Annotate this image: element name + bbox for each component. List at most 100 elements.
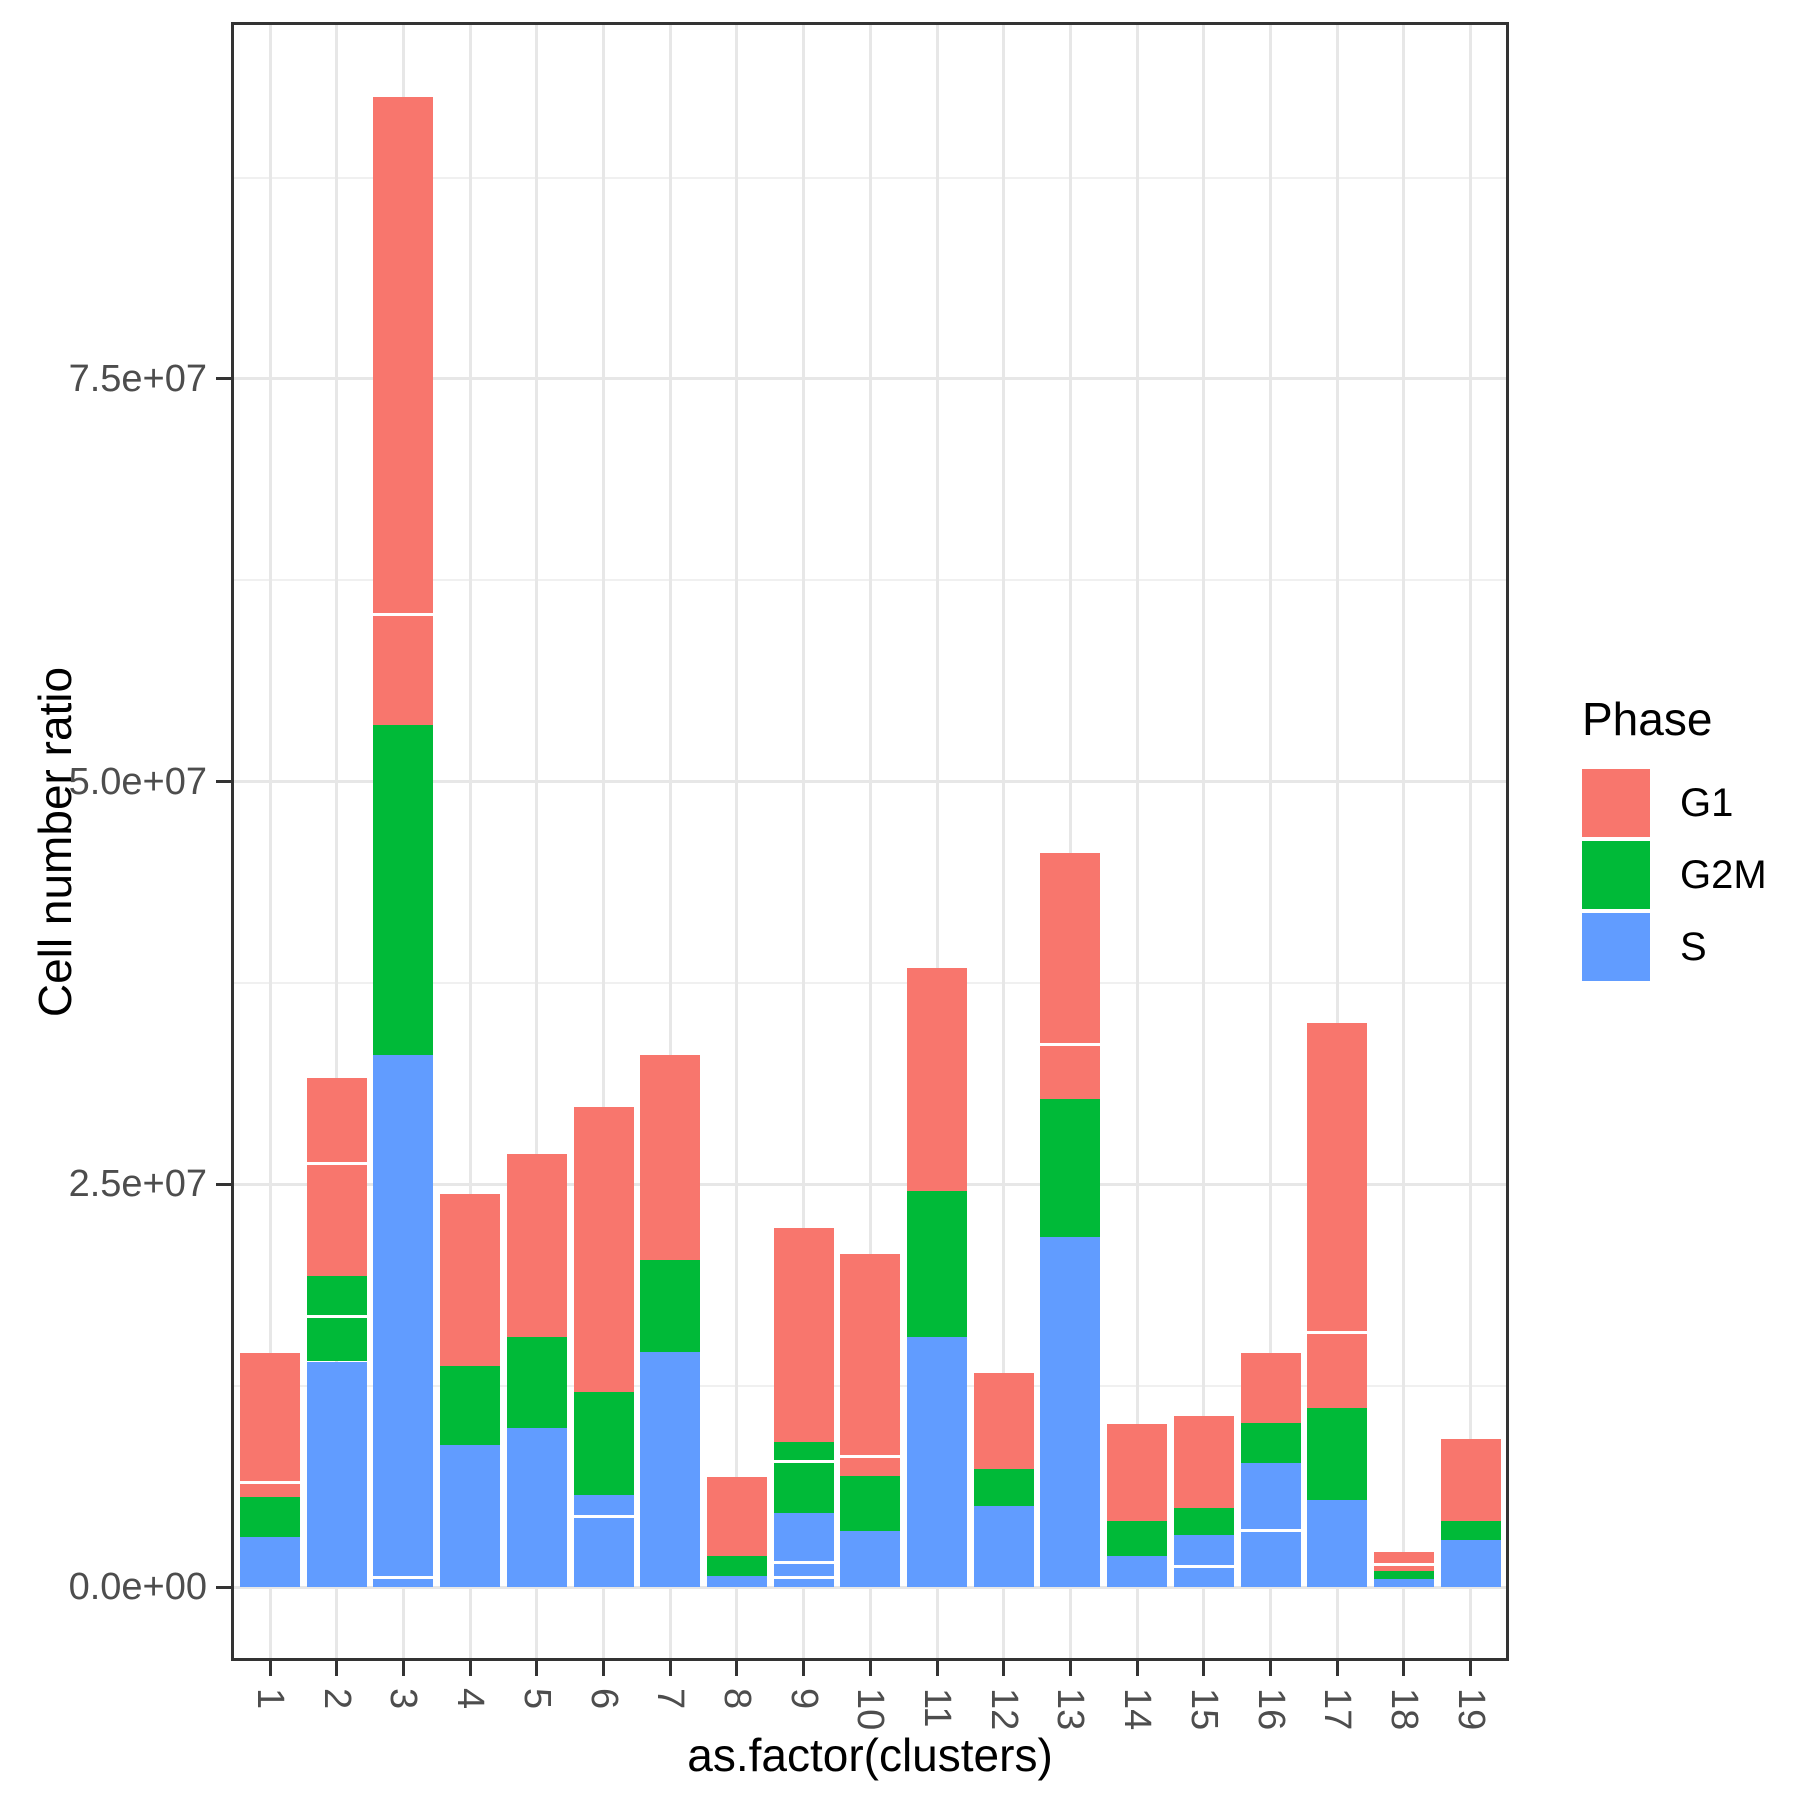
y-axis-title: Cell number ratio <box>29 666 81 1017</box>
gridline-major-x <box>668 22 672 1661</box>
bar-segment-s <box>1107 1556 1168 1587</box>
bar-subsegment-separator <box>240 1480 300 1484</box>
gridline-major-x <box>735 22 739 1661</box>
gridline-major-x <box>1269 22 1272 1661</box>
gridline-major-x <box>1335 22 1339 1661</box>
legend-key-s <box>1582 913 1650 981</box>
x-tick-mark <box>1068 1661 1072 1676</box>
x-tick-mark <box>802 1661 806 1676</box>
bar-segment-g2m <box>773 1461 834 1513</box>
bar-segment-s <box>1173 1535 1234 1567</box>
bar-segment-g1 <box>1373 1551 1434 1565</box>
y-tick-label: 2.5e+07 <box>68 1163 207 1206</box>
legend-label-g2m: G2M <box>1680 853 1767 897</box>
x-tick-mark <box>1202 1661 1206 1676</box>
bar-subsegment-separator <box>1173 1564 1234 1568</box>
bar-subsegment-separator <box>773 1575 834 1579</box>
x-tick-mark <box>1135 1661 1139 1676</box>
bar-segment-g2m <box>373 725 434 1056</box>
bar-segment-g1 <box>640 1055 701 1261</box>
bar-segment-g1 <box>373 614 434 726</box>
bar-segment-s <box>706 1575 767 1587</box>
bar-subsegment-separator <box>1307 1331 1368 1334</box>
legend-key-g2m <box>1582 841 1650 909</box>
legend-label-g1: G1 <box>1680 781 1734 825</box>
bar-segment-s <box>1373 1578 1434 1587</box>
gridline-major-x <box>268 22 272 1661</box>
x-tick-mark <box>602 1661 605 1676</box>
bar-segment-g2m <box>1040 1098 1101 1238</box>
bar-segment-g2m <box>1307 1408 1368 1500</box>
bar-segment-g2m <box>306 1316 367 1362</box>
gridline-major-x <box>1202 22 1206 1661</box>
x-tick-label: 1 <box>249 1688 291 1710</box>
bar-segment-g1 <box>1373 1564 1434 1571</box>
gridline-major-x <box>468 22 472 1661</box>
bar-segment-s <box>440 1445 501 1587</box>
bar-subsegment-separator <box>373 612 434 616</box>
bar-segment-g2m <box>240 1496 300 1538</box>
x-tick-mark <box>401 1661 405 1676</box>
bar-segment-g1 <box>907 968 967 1191</box>
y-tick-mark <box>216 377 231 381</box>
x-tick-mark <box>935 1661 939 1676</box>
legend-label-s: S <box>1680 925 1707 969</box>
gridline-major-x <box>1402 22 1406 1661</box>
bar-segment-g1 <box>706 1477 767 1557</box>
x-tick-mark <box>468 1661 472 1676</box>
bar-segment-g1 <box>1307 1023 1368 1333</box>
bar-segment-s <box>640 1351 701 1587</box>
bar-segment-g2m <box>1440 1520 1501 1541</box>
bar-segment-g2m <box>640 1260 701 1352</box>
bar-segment-g2m <box>1373 1570 1434 1579</box>
x-tick-label: 3 <box>382 1688 425 1710</box>
bar-segment-s <box>773 1562 834 1578</box>
bar-segment-g1 <box>973 1372 1034 1470</box>
bar-segment-s <box>907 1337 967 1587</box>
y-tick-label: 7.5e+07 <box>68 357 207 400</box>
y-tick-label: 0.0e+00 <box>68 1566 207 1608</box>
y-tick-label: 5.0e+07 <box>68 760 207 803</box>
bar-segment-s <box>573 1516 634 1587</box>
x-tick-mark <box>335 1661 339 1676</box>
bar-segment-g1 <box>440 1193 501 1367</box>
x-tick-mark <box>535 1661 539 1676</box>
bar-segment-g1 <box>1040 852 1101 1045</box>
bar-segment-g1 <box>1107 1424 1168 1521</box>
bar-segment-s <box>1240 1530 1301 1587</box>
bar-segment-g1 <box>573 1107 634 1393</box>
legend-key-g1 <box>1582 769 1650 837</box>
bar-segment-s <box>1040 1237 1101 1587</box>
x-tick-mark <box>1335 1661 1339 1676</box>
bar-segment-s <box>373 1577 434 1587</box>
bar-segment-s <box>1440 1540 1501 1587</box>
bar-segment-g2m <box>1107 1520 1168 1557</box>
bar-segment-g2m <box>907 1190 967 1338</box>
bar-segment-g2m <box>1173 1508 1234 1536</box>
x-tick-mark <box>1002 1661 1006 1676</box>
x-tick-label: 2 <box>315 1688 358 1710</box>
gridline-major-x <box>335 22 339 1661</box>
bar-segment-s <box>306 1361 367 1587</box>
bar-segment-g1 <box>506 1153 567 1338</box>
x-tick-mark <box>1402 1661 1406 1676</box>
x-tick-label: 17 <box>1316 1688 1359 1731</box>
y-tick-mark <box>216 1585 231 1589</box>
bar-segment-g1 <box>773 1227 834 1443</box>
x-axis-title: as.factor(clusters) <box>687 1729 1053 1781</box>
y-tick-mark <box>216 1182 231 1186</box>
bar-segment-g1 <box>306 1078 367 1164</box>
bar-segment-g2m <box>840 1475 901 1531</box>
gridline-major-x <box>868 22 872 1661</box>
gridline-major-x <box>802 22 806 1661</box>
bar-segment-g2m <box>973 1469 1034 1507</box>
bar-segment-s <box>973 1506 1034 1587</box>
bar-subsegment-separator <box>840 1455 901 1459</box>
x-tick-mark <box>268 1661 272 1676</box>
bar-segment-s <box>573 1495 634 1517</box>
bar-segment-g2m <box>506 1337 567 1428</box>
bar-subsegment-separator <box>306 1161 367 1165</box>
bar-segment-g2m <box>1240 1422 1301 1463</box>
bar-subsegment-separator <box>773 1459 834 1463</box>
